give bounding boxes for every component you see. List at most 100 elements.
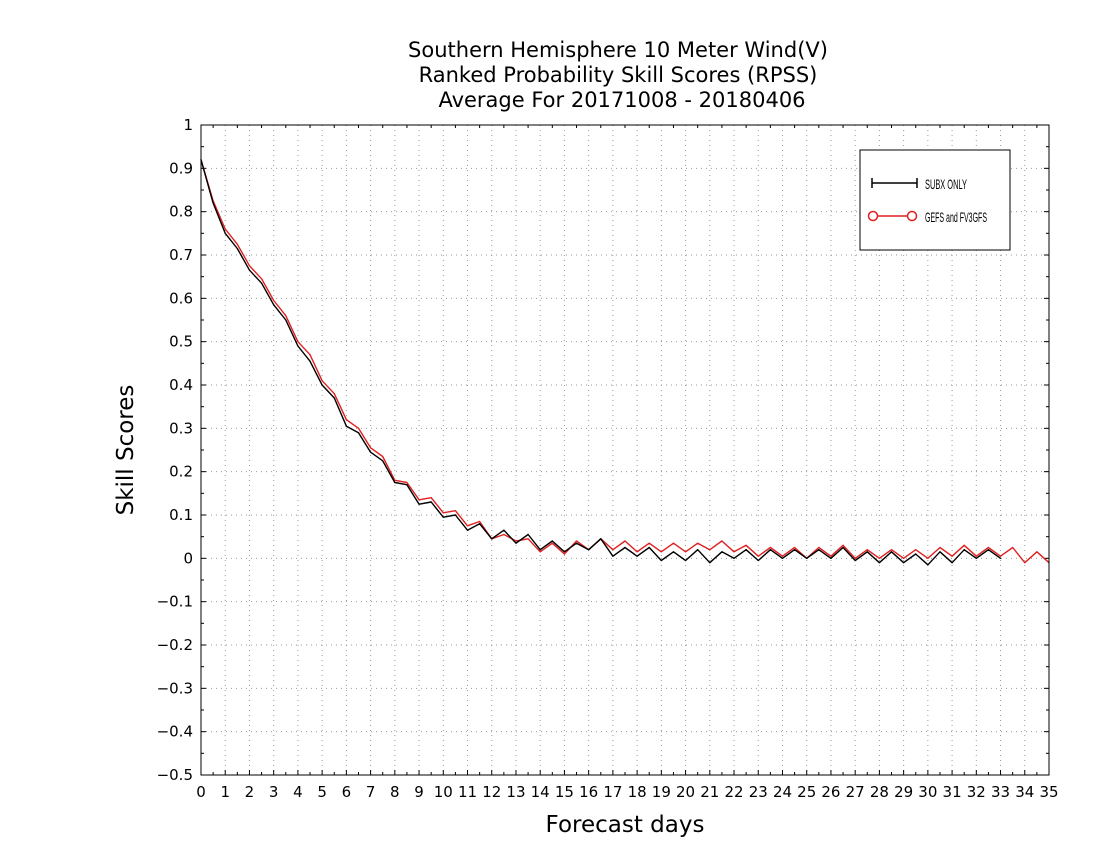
x-tick-label: 22 [724,783,743,801]
legend-marker-gefs-right [906,210,918,222]
point-subx [975,557,977,559]
point-subx [612,555,614,557]
point-gefs [224,228,226,230]
point-gefs [709,549,711,551]
point-subx [951,562,953,564]
y-tick-label: 0.9 [169,159,193,177]
point-subx [285,319,287,321]
point-subx [418,503,420,505]
point-subx [624,546,626,549]
x-tick-label: 13 [506,783,525,801]
y-tick-label: 0.1 [169,506,193,524]
point-subx [684,559,687,562]
y-tick-label: 0.3 [169,419,193,437]
point-gefs [878,557,881,559]
point-gefs [551,542,553,544]
point-subx [212,202,214,204]
y-tick-label: −0.1 [157,593,193,611]
point-subx [345,425,347,427]
x-tick-label: 26 [821,783,840,801]
point-gefs [333,393,335,395]
x-tick-label: 9 [414,783,424,801]
point-gefs [454,510,456,512]
point-subx [697,549,699,551]
point-gefs [466,525,469,527]
point-gefs [939,546,941,549]
point-gefs [999,555,1002,557]
point-gefs [236,243,238,245]
point-subx [224,232,226,234]
point-subx [321,384,323,386]
point-gefs [1012,546,1014,549]
x-tick-label: 29 [894,783,913,801]
point-subx [903,562,905,564]
point-gefs [903,557,905,559]
point-gefs [382,455,384,458]
point-subx [248,269,251,271]
point-gefs [975,555,977,557]
y-tick-label: −0.4 [157,723,193,741]
legend-label-subx: SUBX ONLY [925,176,967,192]
point-gefs [406,481,408,484]
x-tick-label: 33 [991,783,1010,801]
x-tick-label: 11 [458,783,477,801]
x-tick-label: 15 [555,783,574,801]
point-subx [987,549,990,551]
point-gefs [818,546,820,549]
point-subx [273,304,275,306]
chart-title: Southern Hemisphere 10 Meter Wind(V) Ran… [408,38,828,112]
point-subx [575,542,578,544]
point-gefs [660,551,662,553]
point-subx [370,451,372,453]
y-tick-label: 0.7 [169,246,193,264]
x-tick-label: 27 [846,783,865,801]
x-tick-label: 10 [434,783,453,801]
x-tick-label: 14 [531,783,550,801]
point-subx [382,460,384,462]
point-gefs [915,549,917,551]
x-tick-label: 32 [967,783,986,801]
point-gefs [612,549,614,551]
point-gefs [733,551,735,553]
point-gefs [927,557,929,559]
point-subx [491,538,493,540]
point-gefs [527,538,529,540]
plot-frame [200,124,1050,776]
point-subx [394,481,396,484]
point-subx [830,557,832,559]
point-gefs [442,512,444,514]
point-subx [600,538,602,540]
x-tick-label: 17 [603,783,622,801]
y-tick-label: 0.6 [169,289,193,307]
point-subx [999,557,1002,559]
x-tick-label: 8 [390,783,400,801]
point-gefs [260,278,263,280]
title-line-1: Southern Hemisphere 10 Meter Wind(V) [408,38,828,62]
series-lines [200,159,1050,566]
y-tick-label: −0.3 [157,679,193,697]
x-tick-label: 4 [293,783,303,801]
y-tick-label: −0.5 [157,766,193,784]
point-gefs [672,542,675,544]
point-gefs [987,546,990,549]
x-tick-label: 21 [700,783,719,801]
point-gefs [285,315,287,317]
point-subx [866,551,868,553]
point-subx [915,553,917,555]
x-tick-label: 20 [676,783,695,801]
point-subx [551,540,553,542]
x-tick-label: 1 [220,783,230,801]
point-gefs [794,546,796,549]
point-gefs [951,555,953,557]
point-gefs [357,427,360,429]
point-subx [927,564,929,566]
y-axis-title: Skill Scores [113,385,139,516]
x-tick-label: 5 [317,783,327,801]
x-tick-label: 3 [269,783,279,801]
point-subx [648,546,650,549]
point-gefs [624,540,626,542]
x-tick-label: 24 [773,783,792,801]
point-subx [309,360,311,362]
point-subx [963,549,965,551]
point-subx [466,529,469,531]
